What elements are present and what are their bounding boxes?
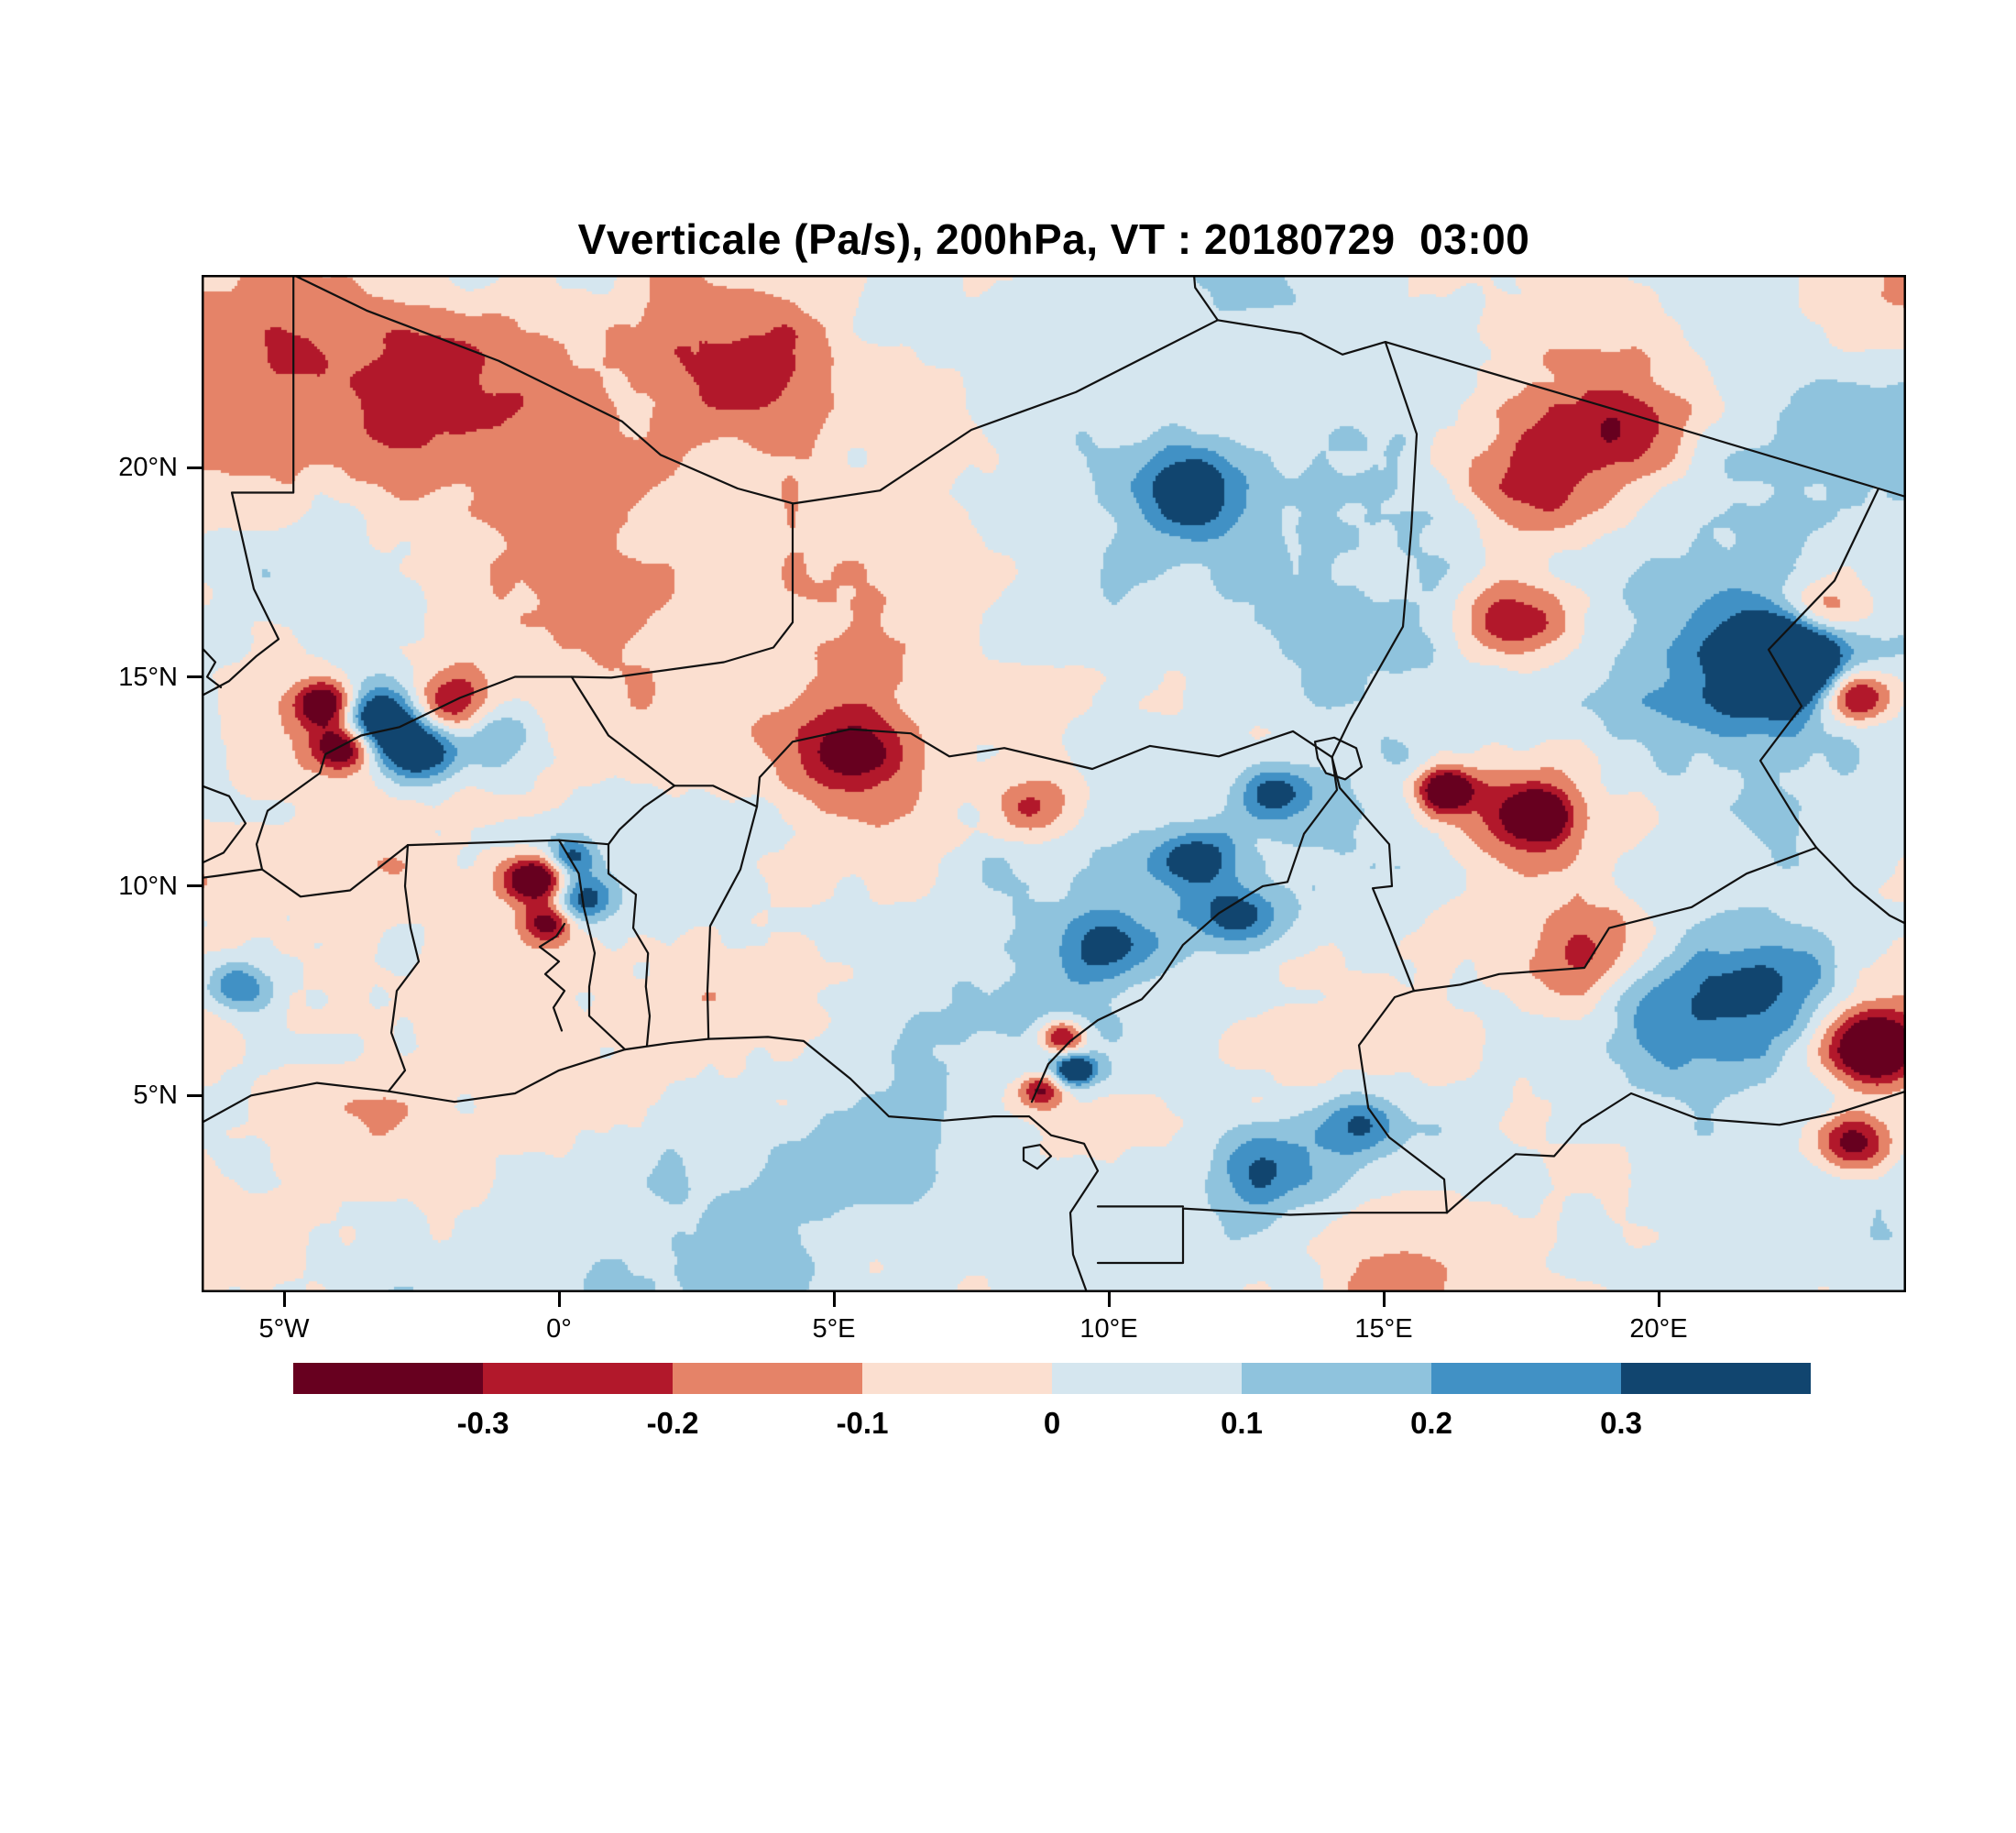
lon-tick-mark [1107, 1292, 1111, 1307]
colorbar-tick-label: -0.3 [456, 1406, 509, 1440]
country-border-line [607, 843, 652, 1047]
plot-title: Vverticale (Pa/s), 200hPa, VT : 20180729… [577, 215, 1530, 263]
country-border-line [1096, 1207, 1185, 1265]
country-border-line [202, 646, 223, 688]
lon-tick-label: 5°E [812, 1314, 856, 1344]
country-border-line [1384, 341, 1906, 499]
vertical-velocity-field [202, 275, 1906, 1292]
colorbar [293, 1363, 1811, 1394]
country-border-line [673, 785, 759, 808]
colorbar-segment [1621, 1363, 1811, 1394]
country-border-line [1815, 846, 1906, 926]
country-border-line [557, 839, 627, 1051]
colorbar-segment [1052, 1363, 1242, 1394]
lon-tick-mark [557, 1292, 561, 1307]
lon-tick-mark [282, 1292, 286, 1307]
country-border-line [1192, 275, 1219, 322]
map-plot-area [202, 275, 1906, 1292]
country-border-line [570, 675, 676, 787]
lon-tick-label: 20°E [1629, 1314, 1688, 1344]
country-border-line [792, 319, 1219, 505]
colorbar-segment [1242, 1363, 1431, 1394]
colorbar-tick-label: 0.1 [1221, 1406, 1263, 1440]
country-border-line [1022, 1144, 1053, 1170]
country-border-line [538, 922, 566, 1032]
lat-tick-label: 15°N [118, 662, 178, 692]
lat-tick-mark [187, 884, 202, 888]
country-border-line [1412, 846, 1818, 993]
colorbar-tick-label: 0.2 [1410, 1406, 1452, 1440]
colorbar-segment [673, 1363, 862, 1394]
map-frame [202, 275, 1906, 1292]
country-border-line [202, 785, 247, 864]
colorbar-segment [483, 1363, 673, 1394]
lat-tick-mark [187, 675, 202, 679]
country-border-line [1445, 1090, 1906, 1214]
colorbar-segment [1431, 1363, 1621, 1394]
colorbar-segment [293, 1363, 483, 1394]
country-border-line [202, 1036, 1100, 1292]
lon-tick-label: 10°E [1079, 1314, 1138, 1344]
country-border-line [706, 806, 759, 1040]
country-borders-overlay [202, 275, 1906, 1292]
lon-tick-label: 5°W [258, 1314, 310, 1344]
lon-tick-mark [832, 1292, 836, 1307]
country-border-line [387, 844, 421, 1092]
colorbar-tick-label: 0.3 [1600, 1406, 1642, 1440]
country-border-line [1331, 756, 1416, 993]
country-border-line [1216, 319, 1386, 356]
lon-tick-mark [1657, 1292, 1660, 1307]
lat-tick-mark [187, 466, 202, 469]
country-border-line [1357, 990, 1449, 1214]
country-border-line [1181, 1207, 1449, 1216]
lon-tick-label: 0° [546, 1314, 572, 1344]
colorbar-segment [862, 1363, 1052, 1394]
country-border-line [255, 675, 573, 871]
country-border-line [202, 844, 410, 898]
country-border-line [292, 275, 794, 505]
lon-tick-label: 15°E [1354, 1314, 1413, 1344]
lat-tick-label: 10°N [118, 871, 178, 901]
country-border-line [1759, 487, 1880, 849]
colorbar-tick-label: -0.1 [836, 1406, 889, 1440]
country-border-line [1030, 756, 1339, 1103]
country-border-line [755, 728, 1333, 808]
lat-tick-mark [187, 1093, 202, 1097]
country-border-line [1313, 736, 1364, 781]
lon-tick-mark [1382, 1292, 1386, 1307]
country-border-line [570, 502, 794, 679]
colorbar-tick-label: -0.2 [646, 1406, 699, 1440]
country-border-line [1331, 341, 1419, 759]
country-border-line [406, 785, 676, 847]
country-border-line [202, 275, 295, 697]
lat-tick-label: 5°N [133, 1081, 178, 1111]
lat-tick-label: 20°N [118, 453, 178, 483]
colorbar-tick-label: 0 [1043, 1406, 1061, 1440]
